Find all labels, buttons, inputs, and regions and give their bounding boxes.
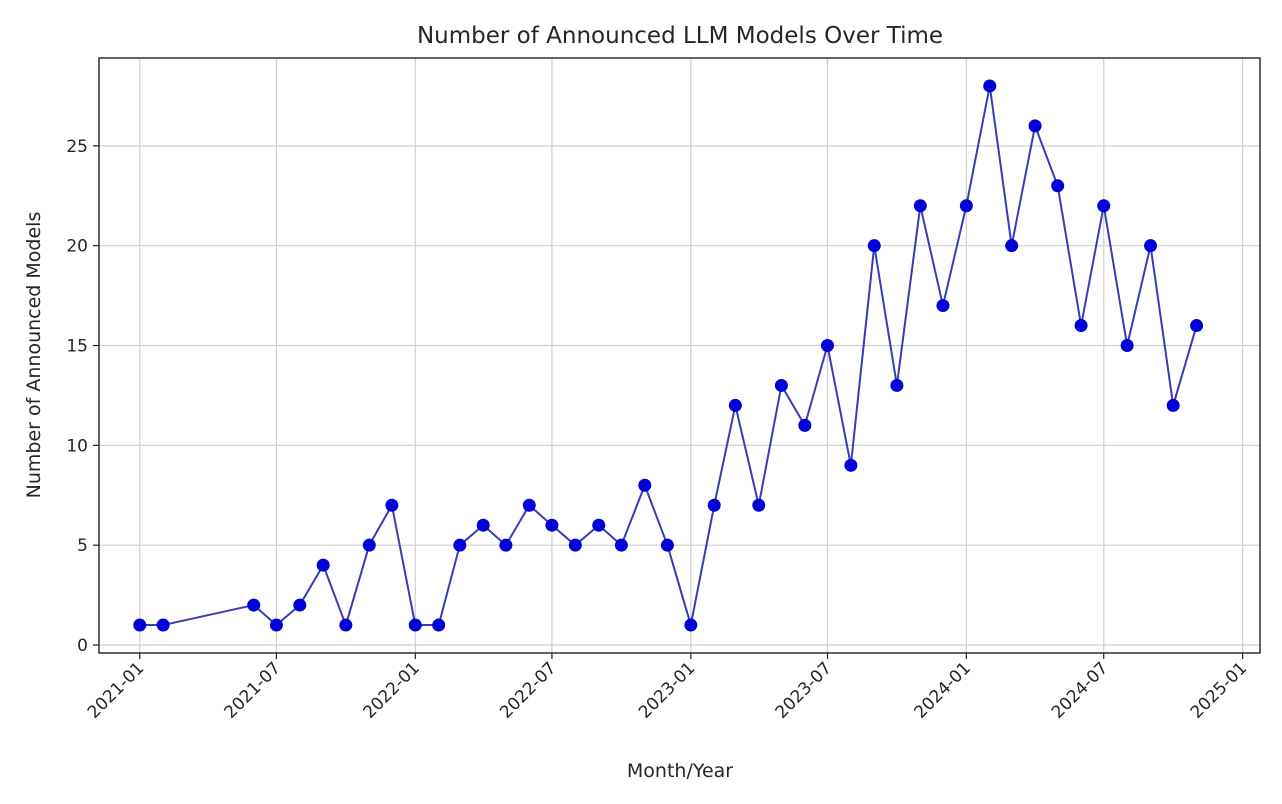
x-tick-label: 2023-07 [772, 658, 836, 722]
y-tick-label: 5 [77, 536, 88, 556]
series-layer [133, 79, 1204, 632]
data-point [432, 618, 446, 632]
data-point [592, 518, 606, 532]
x-tick-label: 2023-01 [635, 658, 699, 722]
data-point [568, 538, 582, 552]
data-point [293, 598, 307, 612]
data-point [1190, 319, 1204, 333]
data-point [269, 618, 283, 632]
data-point [660, 538, 674, 552]
y-tick-label: 0 [77, 636, 88, 656]
data-point [1166, 398, 1180, 412]
chart-title: Number of Announced LLM Models Over Time [417, 23, 943, 49]
data-point [1005, 239, 1019, 253]
y-tick-label: 15 [66, 337, 88, 357]
data-point [316, 558, 330, 572]
x-tick-label: 2025-01 [1187, 658, 1251, 722]
data-point [1120, 339, 1134, 353]
data-point [476, 518, 490, 532]
data-point [408, 618, 422, 632]
data-point [638, 478, 652, 492]
x-tick-label: 2024-07 [1048, 658, 1112, 722]
data-point [1028, 119, 1042, 133]
x-tick-label: 2022-01 [359, 658, 423, 722]
data-point [385, 498, 399, 512]
data-point [913, 199, 927, 213]
data-point [1144, 239, 1158, 253]
data-point [983, 79, 997, 93]
data-point [867, 239, 881, 253]
axis-layer: 2021-01 2021-07 2022-01 2022-07 2023-01 2023-… [66, 57, 1261, 723]
data-point [339, 618, 353, 632]
data-point [844, 458, 858, 472]
data-point [707, 498, 721, 512]
grid-layer [99, 58, 1260, 653]
data-point [156, 618, 170, 632]
data-point [1051, 179, 1065, 193]
y-axis-label: Number of Announced Models [23, 212, 45, 499]
data-point [959, 199, 973, 213]
y-tick-label: 10 [66, 436, 88, 456]
data-point [684, 618, 698, 632]
data-point [247, 598, 261, 612]
data-point [936, 299, 950, 313]
x-tick-label: 2022-07 [496, 658, 560, 722]
data-point [362, 538, 376, 552]
data-point [820, 339, 834, 353]
data-point [752, 498, 766, 512]
data-point [1074, 319, 1088, 333]
series-line [139, 84, 1198, 627]
data-point [798, 418, 812, 432]
plot-frame [98, 57, 1261, 654]
data-point [453, 538, 467, 552]
data-point [545, 518, 559, 532]
data-point [133, 618, 147, 632]
data-point [1097, 199, 1111, 213]
x-axis-label: Month/Year [627, 760, 733, 782]
y-tick-label: 25 [66, 137, 88, 157]
data-point [522, 498, 536, 512]
data-point [774, 378, 788, 392]
x-tick-label: 2021-07 [221, 658, 285, 722]
data-point [890, 378, 904, 392]
data-point [614, 538, 628, 552]
data-point [499, 538, 513, 552]
data-point [728, 398, 742, 412]
y-tick-label: 20 [66, 237, 88, 257]
x-tick-label: 2024-01 [911, 658, 975, 722]
x-tick-label: 2021-01 [84, 658, 148, 722]
